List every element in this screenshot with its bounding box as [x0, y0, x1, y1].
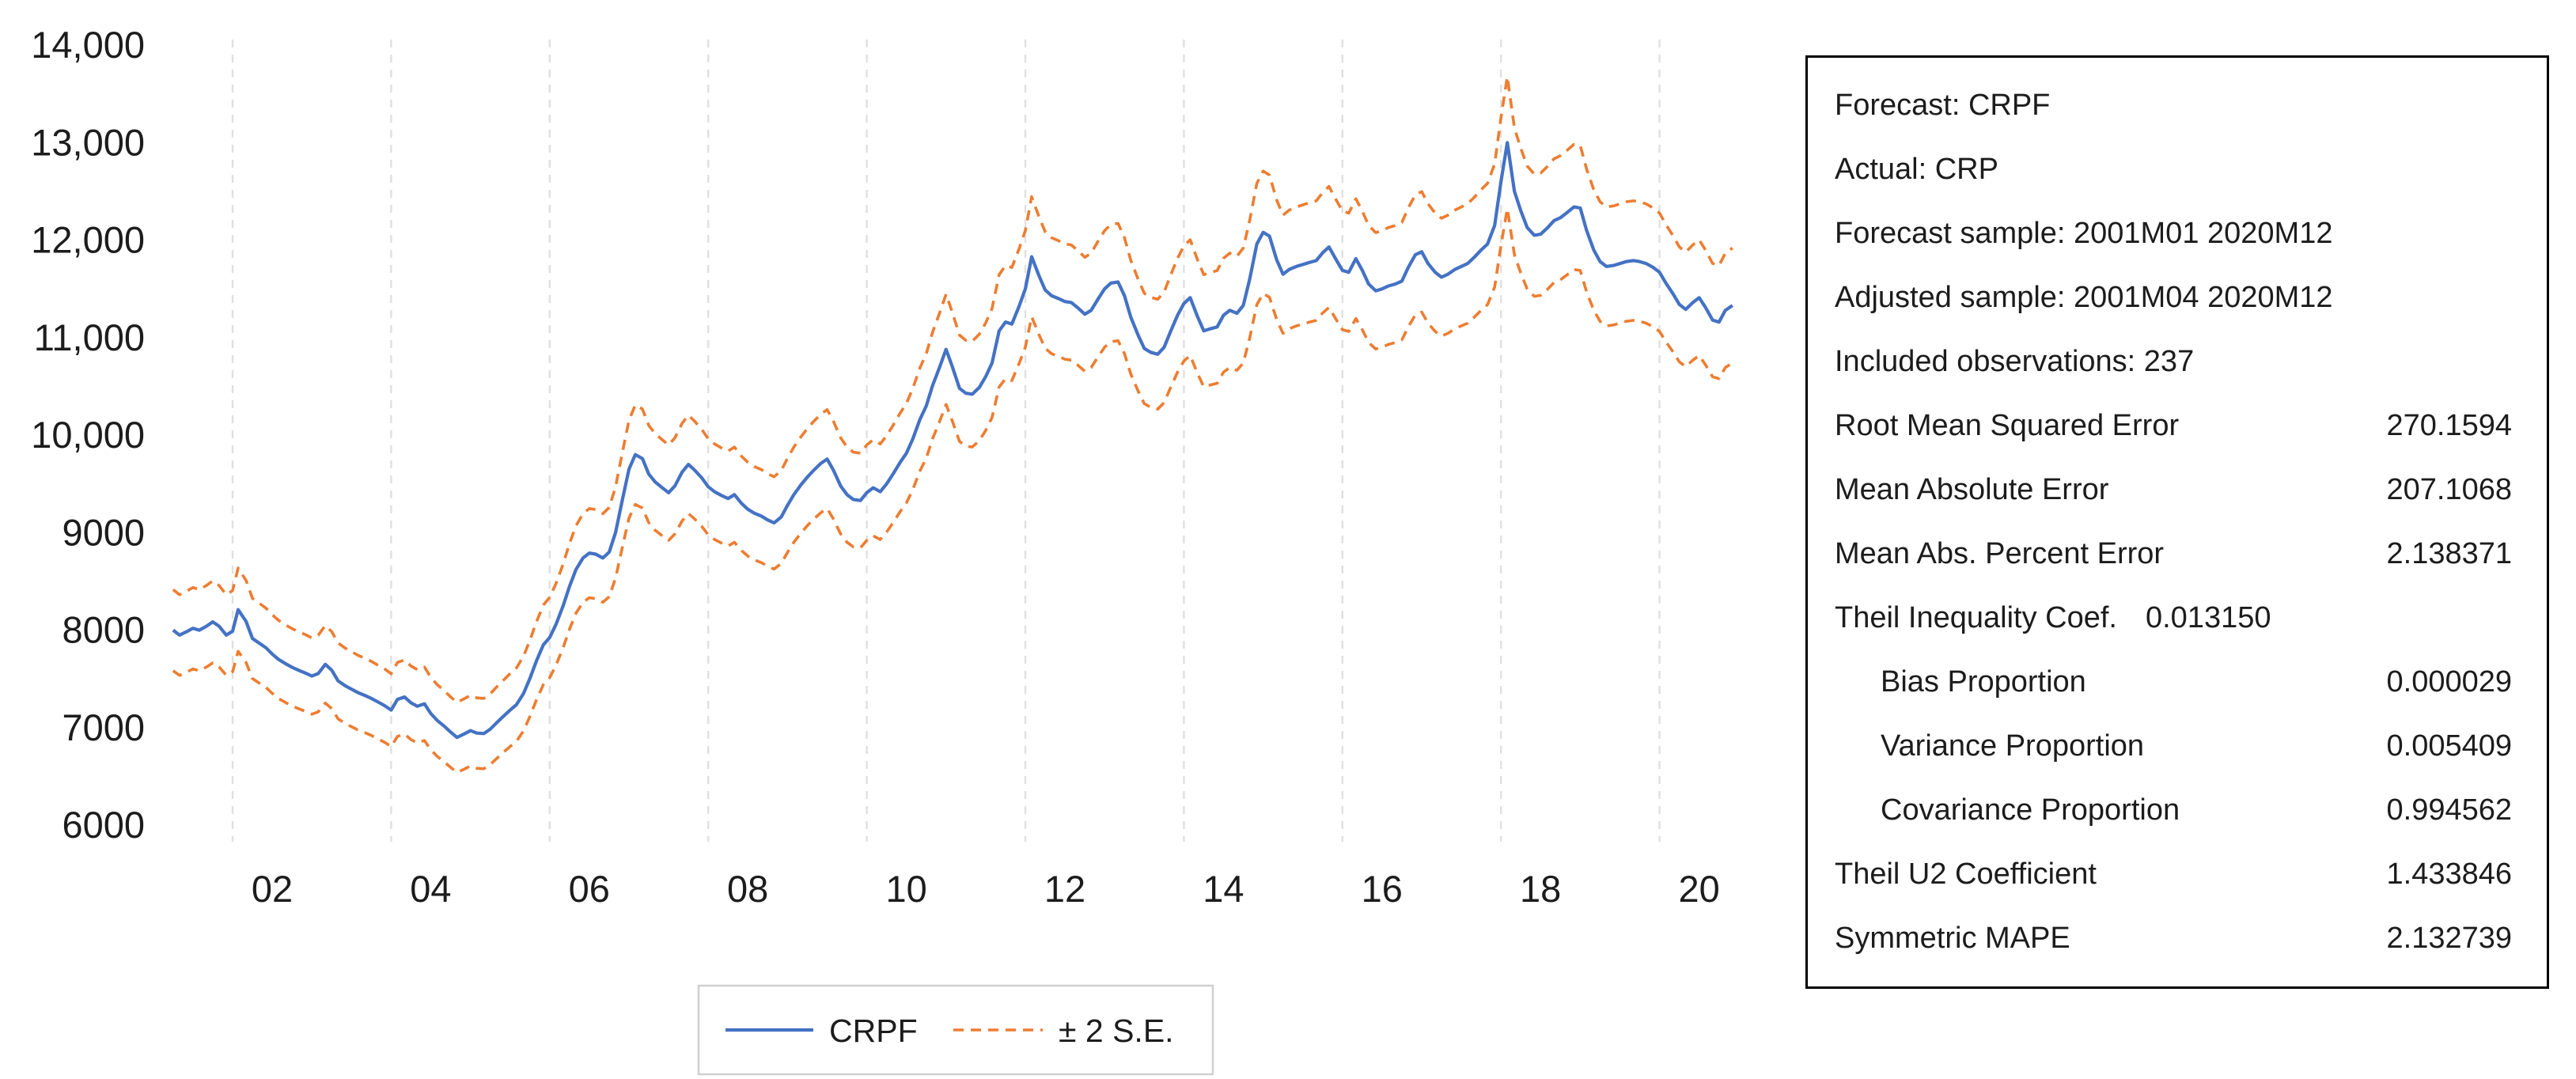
legend-crpf-label: CRPF	[829, 1013, 918, 1049]
series-lines	[172, 75, 1733, 774]
stats-label: Mean Abs. Percent Error	[1835, 537, 2165, 570]
gridlines	[231, 40, 1661, 842]
stats-label: Adjusted sample: 2001M04 2020M12	[1835, 281, 2333, 314]
stats-value: 0.013150	[2145, 601, 2271, 634]
stats-row: Variance Proportion 0.005409	[1835, 714, 2512, 778]
stats-row: Bias Proportion 0.000029	[1835, 650, 2512, 714]
stats-label: Theil Inequality Coef.	[1835, 601, 2117, 634]
y-tick-label: 10,000	[31, 414, 145, 456]
stats-value: 2.132739	[2386, 922, 2513, 955]
crpf-line	[172, 141, 1733, 740]
x-tick-label: 14	[1203, 868, 1244, 910]
y-tick-label: 6000	[62, 804, 145, 846]
stats-row: Forecast: CRPF	[1835, 74, 2512, 138]
stats-label: Covariance Proportion	[1881, 793, 2180, 827]
y-tick-label: 11,000	[34, 316, 145, 358]
stats-value: 0.005409	[2386, 729, 2513, 763]
x-tick-label: 18	[1520, 868, 1561, 910]
x-axis-labels: 02 04 06 08 10 12 14 16 18 20	[252, 868, 1720, 910]
x-tick-label: 06	[569, 868, 610, 910]
x-tick-label: 04	[410, 868, 451, 910]
stats-row: Mean Absolute Error 207.1068	[1835, 458, 2512, 522]
x-tick-label: 02	[252, 868, 293, 910]
stats-label: Symmetric MAPE	[1835, 922, 2070, 955]
se-lower-line	[172, 206, 1733, 774]
se-upper-line	[172, 75, 1733, 704]
x-tick-label: 20	[1678, 868, 1719, 910]
stats-value: 2.138371	[2386, 537, 2513, 570]
y-tick-label: 8000	[62, 609, 145, 651]
y-tick-label: 13,000	[31, 121, 145, 163]
stats-label: Forecast: CRPF	[1835, 89, 2051, 122]
stats-label: Root Mean Squared Error	[1835, 409, 2180, 442]
y-tick-label: 9000	[62, 511, 145, 553]
x-tick-label: 16	[1362, 868, 1403, 910]
y-tick-label: 14,000	[31, 24, 145, 66]
stats-label: Forecast sample: 2001M01 2020M12	[1835, 217, 2333, 250]
stats-row: Included observations: 237	[1835, 330, 2512, 394]
x-tick-label: 12	[1044, 868, 1085, 910]
stats-label: Variance Proportion	[1881, 729, 2145, 763]
stats-value: 207.1068	[2386, 473, 2513, 506]
stats-row: Theil U2 Coefficient 1.433846	[1835, 842, 2512, 907]
forecast-chart: 14,000 13,000 12,000 11,000 10,000 9000 8000 70…	[31, 24, 1733, 1076]
x-tick-label: 10	[885, 868, 926, 910]
stats-value: 0.000029	[2386, 665, 2513, 699]
stats-label: Mean Absolute Error	[1835, 473, 2109, 506]
stats-row: Adjusted sample: 2001M04 2020M12	[1835, 266, 2512, 330]
stats-value: 270.1594	[2386, 409, 2513, 442]
stats-row: Forecast sample: 2001M01 2020M12	[1835, 202, 2512, 266]
y-axis-labels: 14,000 13,000 12,000 11,000 10,000 9000 8000 70…	[31, 24, 145, 846]
forecast-stats-box: Forecast: CRPF Actual: CRP Forecast sample…	[1805, 55, 2549, 989]
stats-row: Theil Inequality Coef. 0.013150	[1835, 586, 2512, 650]
x-tick-label: 08	[727, 868, 768, 910]
stats-label: Bias Proportion	[1881, 665, 2086, 699]
stats-row: Root Mean Squared Error 270.1594	[1835, 394, 2512, 458]
stats-label: Actual: CRP	[1835, 153, 1998, 186]
stats-label: Theil U2 Coefficient	[1835, 858, 2097, 891]
legend-se-label: ± 2 S.E.	[1059, 1013, 1174, 1049]
stats-row: Mean Abs. Percent Error 2.138371	[1835, 522, 2512, 586]
y-tick-label: 12,000	[31, 219, 145, 261]
y-tick-label: 7000	[62, 706, 145, 748]
stats-row: Covariance Proportion 0.994562	[1835, 778, 2512, 842]
stats-row: Symmetric MAPE 2.132739	[1835, 907, 2512, 971]
stats-label: Included observations: 237	[1835, 345, 2195, 378]
chart-legend: CRPF ± 2 S.E.	[697, 984, 1214, 1076]
stats-value: 1.433846	[2386, 858, 2513, 891]
stats-row: Actual: CRP	[1835, 138, 2512, 202]
stats-value: 0.994562	[2386, 793, 2513, 827]
